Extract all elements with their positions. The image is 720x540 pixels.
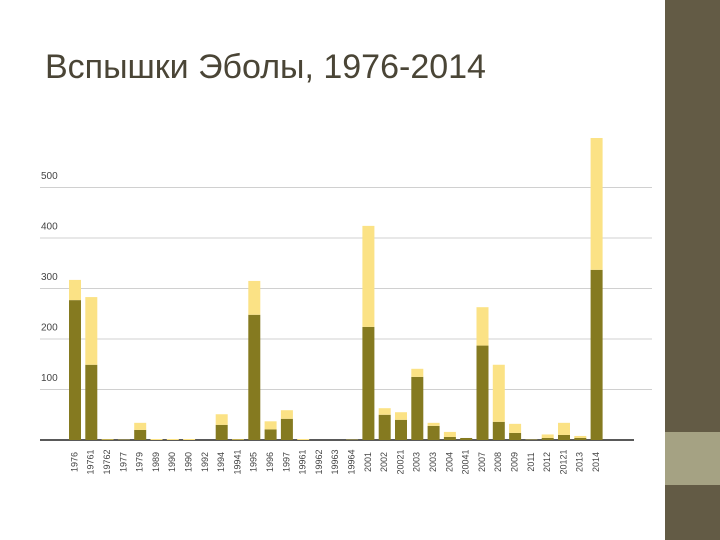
bar-segment [362,326,375,440]
bar-segment [264,429,277,440]
bar-segment [297,438,310,440]
bar-segment [69,279,81,301]
y-tick-label: 400 [41,222,58,233]
x-tick-label: 20041 [461,449,471,474]
x-tick-label: 19761 [86,449,96,474]
bar-segment [134,429,147,440]
x-tick-label: 1992 [200,452,210,472]
bar-segment [232,439,244,440]
bar-segment [492,364,505,422]
bar-segment [378,414,391,440]
bar-segment [541,434,554,438]
bar-segment [101,439,114,440]
x-tick-label: 2014 [591,452,601,472]
y-tick-label: 500 [41,171,58,182]
bar-segment [346,439,359,440]
bar-segment [590,138,603,270]
bar-segment [509,423,522,433]
bar-segment [215,424,228,440]
x-tick-label: 1996 [265,452,275,472]
bar-segment [590,269,603,440]
bar-segment [509,432,522,440]
chart: 100 200 300 400 500 1976 19761 19762 1977 1979 198… [38,125,655,482]
x-tick-label: 2001 [363,452,373,472]
x-tick-label: 2007 [477,452,487,472]
x-tick-label: 2011 [526,452,536,471]
bar-segment [150,438,163,440]
x-tick-label: 1994 [216,452,226,472]
x-tick-label: 2012 [542,452,552,472]
bar-segment [460,437,473,440]
bar-segment [232,438,244,440]
side-block [665,432,720,485]
bar-segment [427,422,440,426]
x-tick-label: 1990 [183,452,193,472]
x-tick-label: 1976 [69,452,79,472]
bar-segment [362,225,375,327]
bar-segment [280,410,293,419]
bar-segment [541,437,554,440]
x-tick-label: 20021 [395,449,405,474]
y-tick-label: 200 [41,323,58,334]
x-tick-label: 19963 [330,449,340,474]
x-tick-label: 19762 [102,449,112,474]
bar-segment [411,368,424,377]
chart-panel [38,125,655,482]
x-tick-label: 19962 [314,449,324,474]
x-tick-label: 2004 [444,452,454,472]
y-tick-label: 300 [41,272,58,283]
x-tick-label: 2003 [412,452,422,472]
bar-segment [395,412,407,420]
bar-segment [492,421,505,440]
x-tick-label: 1977 [118,452,128,472]
bar-segment [476,307,489,346]
x-tick-label: 19941 [232,449,242,474]
bar-segment [443,436,456,440]
bar-segment [427,425,440,440]
bar-segment [101,438,114,440]
y-tick-label: 100 [41,373,58,384]
x-tick-label: 2003 [428,452,438,472]
x-tick-label: 1995 [249,452,259,472]
bar-segment [166,438,179,440]
x-tick-label: 2002 [379,452,389,472]
bar-segment [117,439,130,440]
bar-segment [443,431,456,437]
x-tick-label: 2013 [575,452,585,472]
bar-segment [85,297,98,365]
x-tick-label: 2009 [509,452,519,472]
bar-segment [134,422,147,430]
x-tick-label: 20121 [558,449,568,474]
bar-segment [248,314,261,440]
slide-title: Вспышки Эболы, 1976-2014 [45,48,486,86]
bar-segment [411,376,424,440]
bar-segment [215,414,228,425]
bar-segment [69,300,81,440]
x-tick-label: 2008 [493,452,503,472]
bar-segment [264,421,277,430]
bar-segment [280,418,293,440]
x-tick-label: 1997 [281,452,291,472]
bar-segment [525,439,538,440]
bar-segment [574,435,587,438]
bar-segment [476,345,489,440]
x-tick-label: 1989 [151,452,161,472]
x-tick-label: 19961 [298,449,308,474]
x-tick-label: 1979 [135,452,145,472]
bar-segment [558,422,570,435]
bar-segment [574,437,587,440]
bar-segment [378,408,391,415]
x-tick-label: 19964 [346,449,356,474]
bar-segment [558,434,570,440]
bar-segment [395,419,407,440]
bar-segment [248,280,261,315]
bar-segment [85,364,98,440]
bar-segment [183,438,196,440]
x-tick-label: 1990 [167,452,177,472]
